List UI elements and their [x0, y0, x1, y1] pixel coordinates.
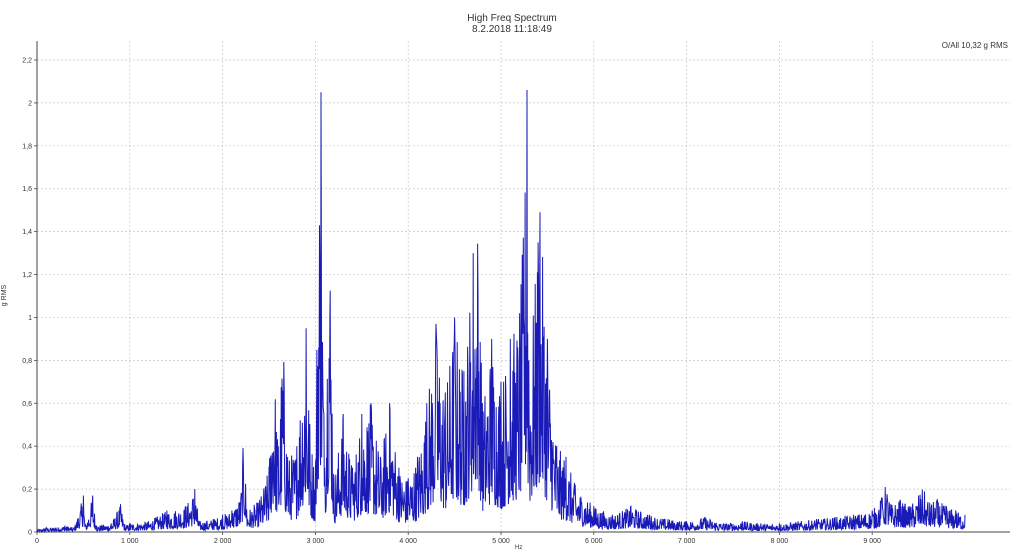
chart-title: High Freq Spectrum	[467, 13, 557, 24]
y-tick-label: 2,2	[22, 58, 32, 65]
x-tick-label: 3 000	[307, 538, 325, 545]
x-tick-label: 1 000	[121, 538, 139, 545]
x-tick-label: 2 000	[214, 538, 232, 545]
x-axis-label: Hz	[515, 545, 523, 551]
y-tick-label: 1,8	[22, 143, 32, 150]
x-tick-label: 5 000	[492, 538, 510, 545]
chart-subtitle: 8.2.2018 11:18:49	[472, 24, 552, 35]
y-tick-label: 1,6	[22, 186, 32, 193]
y-tick-label: 1	[28, 315, 32, 322]
y-tick-label: 0,2	[22, 487, 32, 494]
y-tick-label: 1,4	[22, 229, 32, 236]
x-tick-label: 9 000	[863, 538, 881, 545]
x-tick-label: 7 000	[678, 538, 696, 545]
tick-labels: 0 1 000 2 000 3 000 4 000 5 000 6 000 7 000 8 00…	[22, 58, 881, 546]
x-tick-label: 0	[35, 538, 39, 545]
y-tick-label: 1,2	[22, 272, 32, 279]
y-tick-label: 0,8	[22, 358, 32, 365]
y-tick-label: 0,6	[22, 401, 32, 408]
y-tick-label: 2	[28, 100, 32, 107]
x-tick-label: 4 000	[399, 538, 417, 545]
y-tick-label: 0,4	[22, 444, 32, 451]
axes	[34, 41, 1010, 535]
x-tick-label: 6 000	[585, 538, 603, 545]
overall-rms-label: O/All 10,32 g RMS	[941, 41, 1008, 50]
spectrum-line	[36, 89, 966, 534]
y-tick-label: 0	[28, 530, 32, 537]
x-tick-label: 8 000	[771, 538, 789, 545]
